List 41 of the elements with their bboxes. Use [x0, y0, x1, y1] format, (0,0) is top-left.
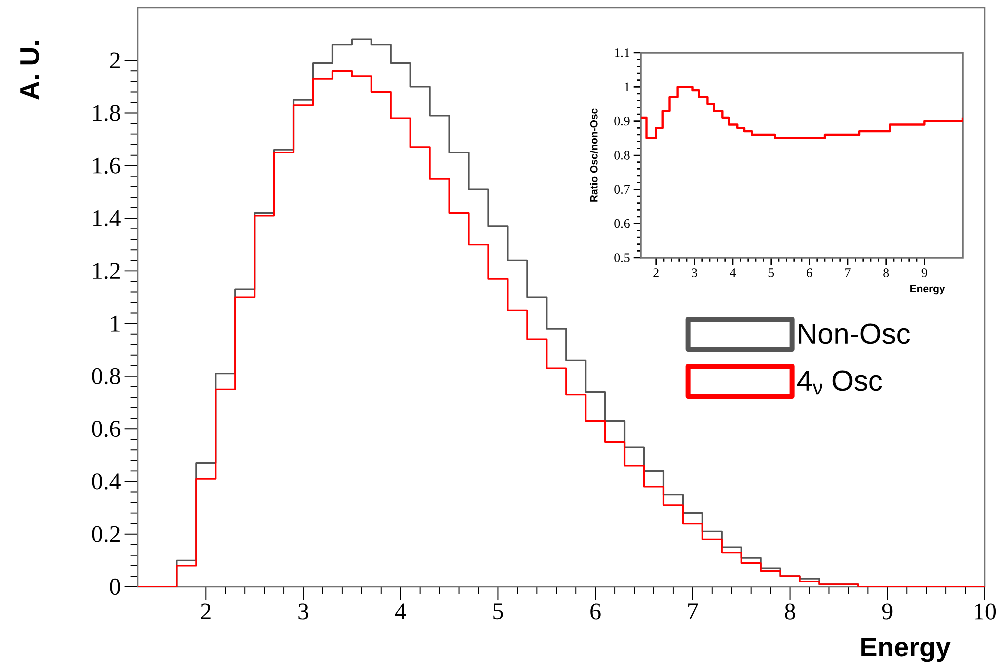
- x-tick-label: 5: [768, 268, 774, 278]
- legend-label: 4$_{ν}$ Osc: [797, 370, 882, 395]
- y-tick-label: 0.8: [614, 151, 630, 160]
- y-axis-title: Ratio Osc/non-Osc: [590, 108, 598, 202]
- x-tick-label: 4: [730, 268, 736, 278]
- x-tick-label: 3: [692, 268, 698, 278]
- x-tick-label: 9: [882, 604, 893, 620]
- y-tick-label: 0.5: [614, 254, 630, 262]
- y-tick-label: 1.2: [93, 263, 120, 280]
- x-axis-title: Energy: [862, 638, 951, 662]
- x-tick-label: 5: [494, 604, 504, 620]
- y-tick-label: 0.7: [614, 185, 630, 194]
- y-tick-label: 2: [110, 52, 120, 69]
- y-tick-label: 1: [625, 82, 630, 92]
- y-tick-label: 1.6: [93, 158, 121, 174]
- y-tick-label: 0.6: [92, 420, 121, 438]
- y-tick-label: 1: [111, 316, 120, 332]
- x-tick-label: 7: [846, 268, 851, 278]
- y-tick-label: 0.4: [92, 474, 121, 490]
- y-tick-label: 0.8: [92, 368, 120, 385]
- y-tick-label: 0: [110, 578, 120, 596]
- y-tick-label: 0.6: [614, 219, 630, 228]
- x-tick-label: 2: [201, 604, 211, 620]
- x-axis-title: Energy: [910, 285, 946, 295]
- x-tick-label: 9: [922, 268, 928, 278]
- y-tick-label: 1.4: [93, 210, 121, 227]
- x-tick-label: 7: [688, 604, 698, 620]
- x-tick-label: 6: [807, 268, 813, 278]
- x-tick-label: 8: [785, 604, 796, 620]
- y-tick-label: 0.2: [92, 526, 120, 542]
- x-tick-label: 4: [395, 604, 406, 620]
- y-tick-label: 0.9: [614, 116, 630, 126]
- x-tick-label: 8: [884, 268, 890, 278]
- legend-label: Non-Osc: [799, 324, 910, 344]
- y-axis-title: A. U.: [20, 41, 40, 100]
- y-tick-label: 1.8: [93, 105, 120, 122]
- y-tick-label: 1.1: [615, 48, 630, 58]
- x-tick-label: 3: [298, 604, 309, 620]
- x-tick-label: 2: [654, 268, 659, 278]
- x-tick-label: 6: [590, 604, 601, 620]
- x-tick-label: 10: [975, 604, 996, 620]
